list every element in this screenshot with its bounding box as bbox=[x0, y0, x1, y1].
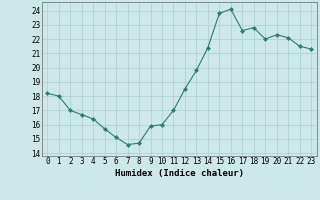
X-axis label: Humidex (Indice chaleur): Humidex (Indice chaleur) bbox=[115, 169, 244, 178]
